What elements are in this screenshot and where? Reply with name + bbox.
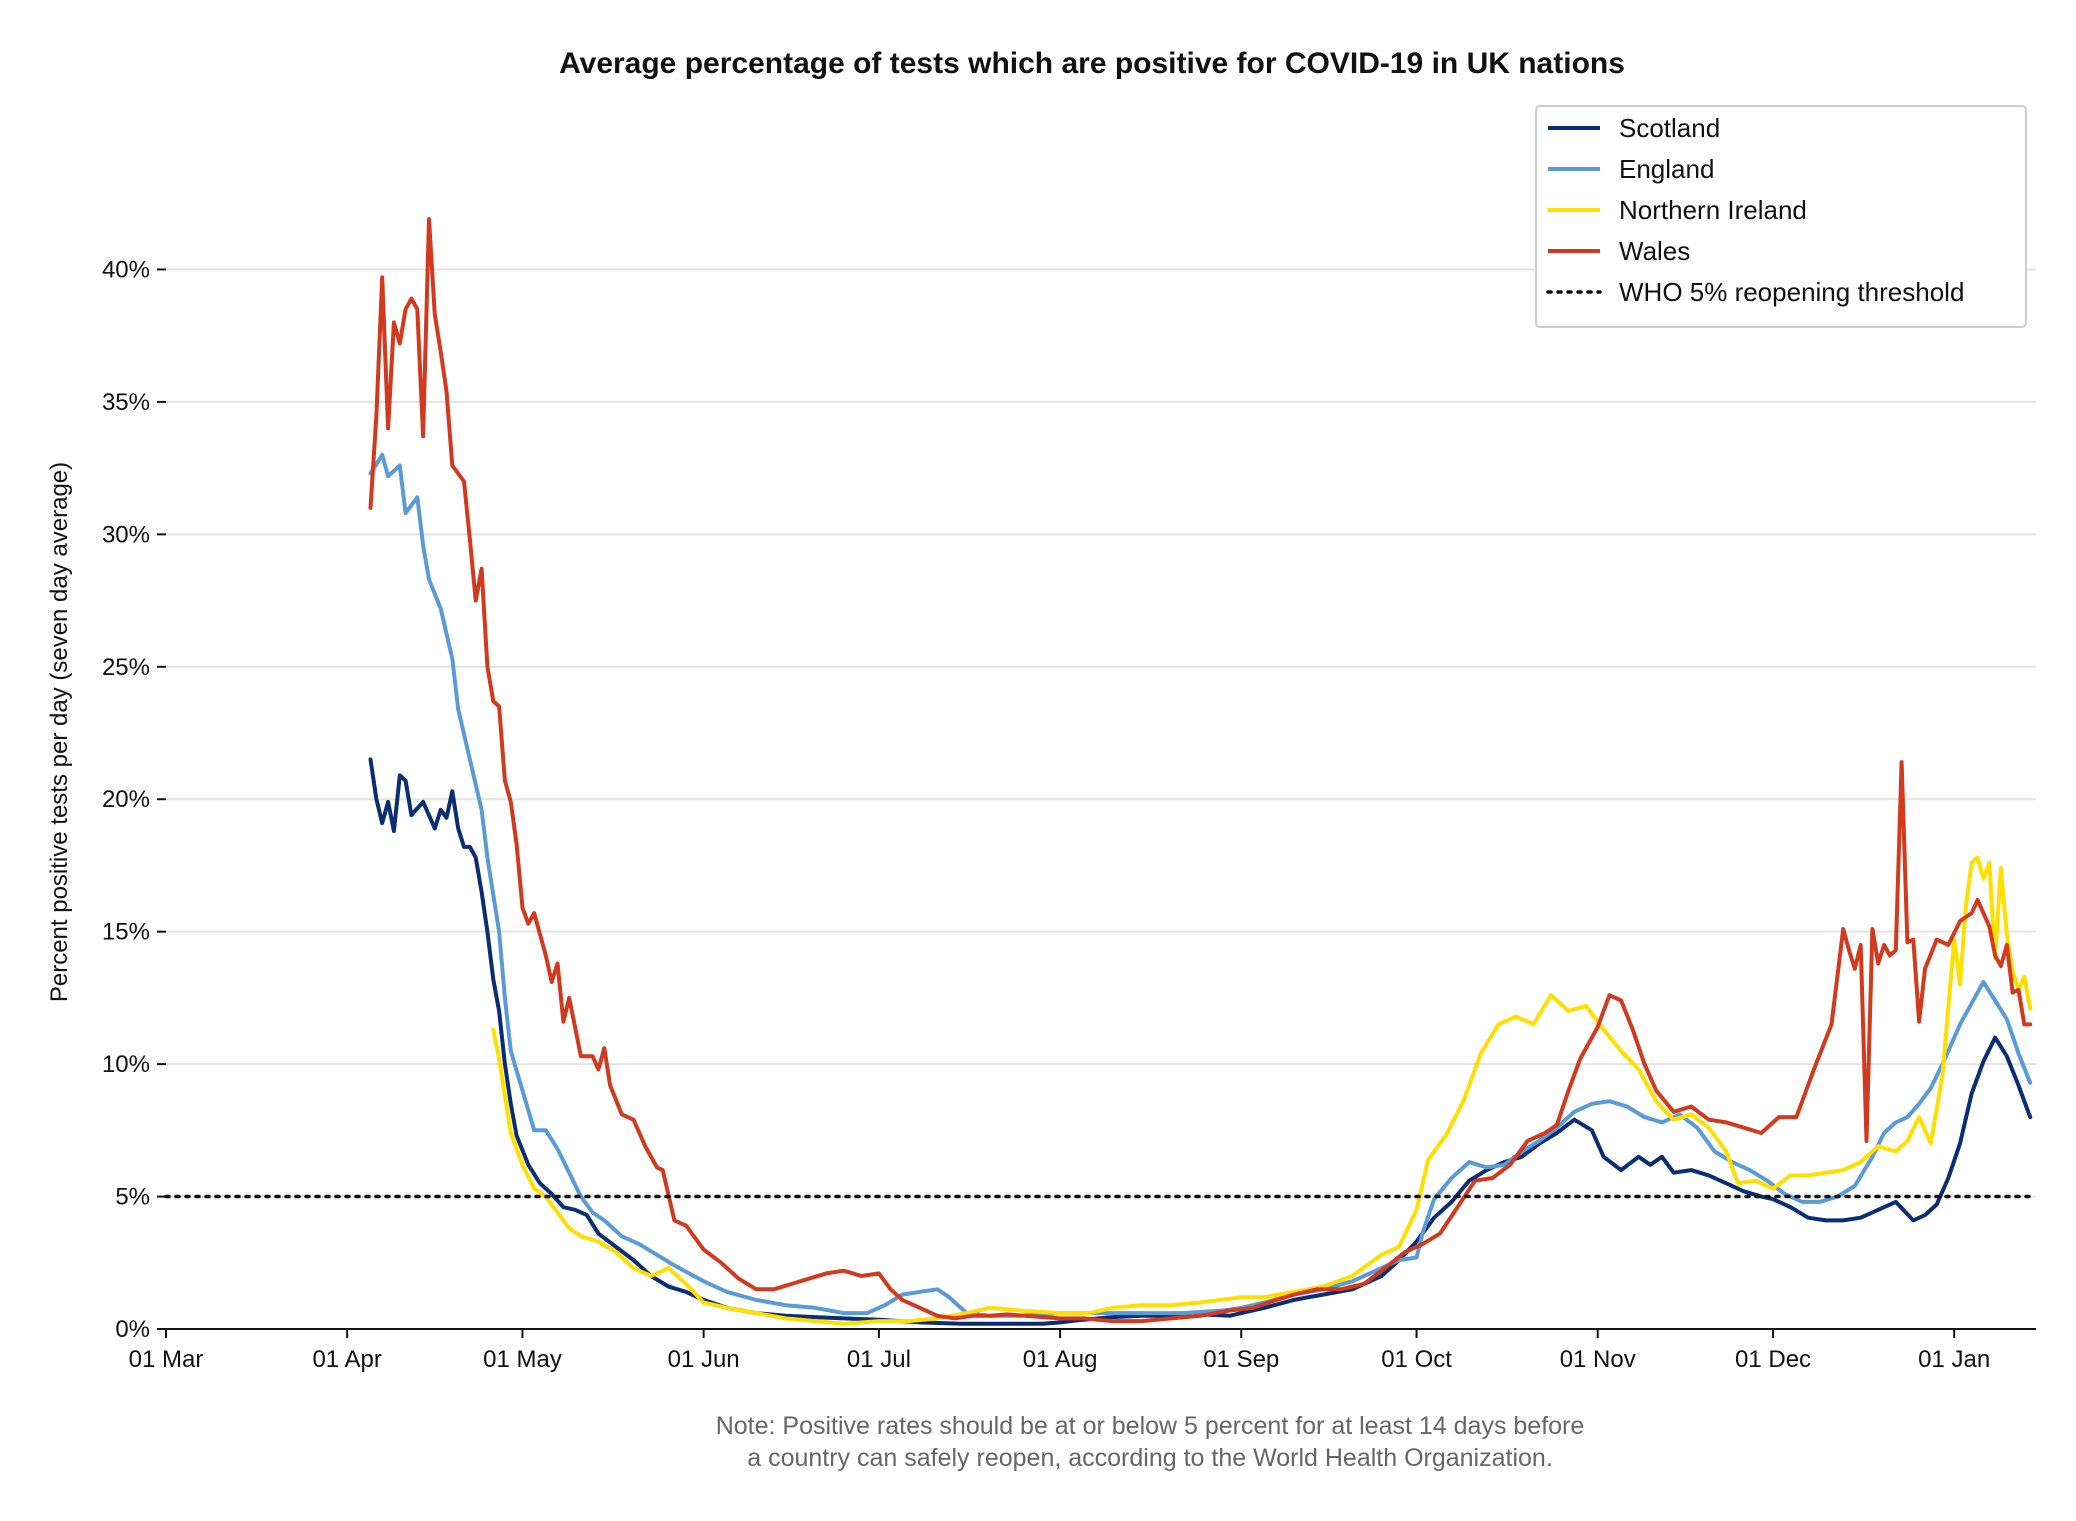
x-tick-label: 01 Oct (1381, 1346, 1452, 1373)
x-tick-label: 01 Dec (1735, 1346, 1811, 1373)
axes: 0% 5% 10% 15% 20% 25% 30% 35% 40% 01 Mar 01 Apr 01 … (102, 256, 2036, 1373)
y-tick-label: 5% (115, 1184, 150, 1211)
x-tick-label: 01 May (483, 1346, 562, 1373)
x-tick-label: 01 Jul (847, 1346, 911, 1373)
x-tick-label: 01 Mar (129, 1346, 204, 1373)
legend-label: Scotland (1619, 113, 1720, 143)
legend-label: Northern Ireland (1619, 195, 1807, 225)
legend-label: WHO 5% reopening threshold (1619, 277, 1964, 307)
series-line-wales (368, 217, 2033, 1324)
legend: Scotland England Northern Ireland Wales WHO … (1535, 105, 2027, 328)
y-tick-label: 30% (102, 521, 150, 548)
series-lines (368, 217, 2033, 1326)
y-axis-label: Percent positive tests per day (seven da… (46, 462, 73, 1002)
x-tick-label: 01 Sep (1203, 1346, 1279, 1373)
series-line-scotland (368, 757, 2033, 1326)
legend-label: England (1619, 154, 1714, 184)
x-tick-label: 01 Aug (1023, 1346, 1098, 1373)
y-tick-label: 25% (102, 654, 150, 681)
x-tick-label: 01 Jun (668, 1346, 740, 1373)
series-line-england (368, 452, 2033, 1318)
note-line-1: Note: Positive rates should be at or bel… (716, 1412, 1585, 1440)
y-tick-label: 0% (115, 1316, 150, 1343)
legend-box (1535, 105, 2027, 328)
legend-label: Wales (1619, 236, 1690, 266)
chart-title: Average percentage of tests which are po… (559, 47, 1625, 80)
x-tick-label: 01 Apr (312, 1346, 381, 1373)
x-tick-label: 01 Jan (1918, 1346, 1990, 1373)
y-tick-label: 15% (102, 919, 150, 946)
note-line-2: a country can safely reopen, according t… (747, 1444, 1553, 1472)
y-tick-label: 20% (102, 786, 150, 813)
y-tick-label: 40% (102, 256, 150, 283)
series-line-northern-ireland (491, 855, 2033, 1326)
x-tick-label: 01 Nov (1560, 1346, 1636, 1373)
y-tick-label: 35% (102, 389, 150, 416)
y-tick-label: 10% (102, 1051, 150, 1078)
